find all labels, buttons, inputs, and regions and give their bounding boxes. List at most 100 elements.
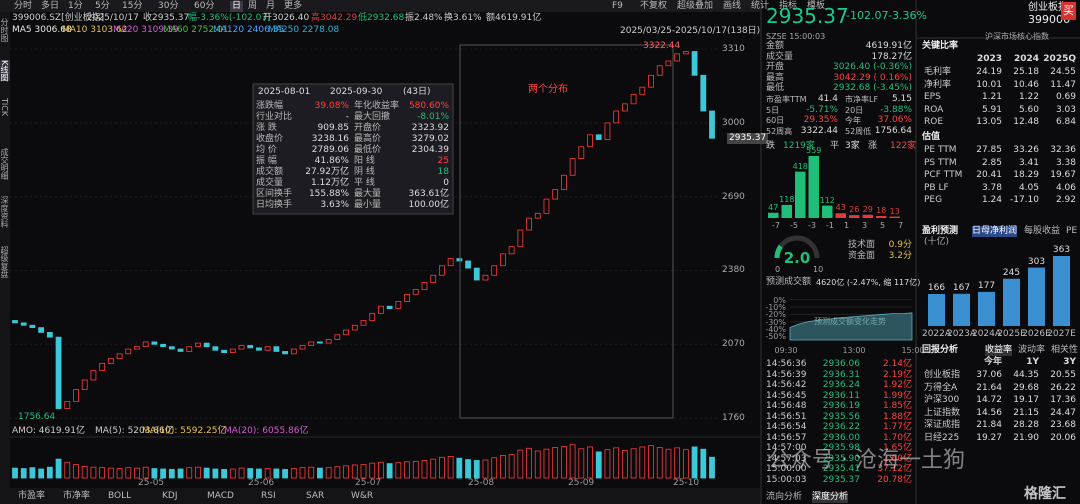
row-label: PE TTM <box>924 145 957 155</box>
candle <box>264 346 271 351</box>
toolbar-item[interactable]: 5分 <box>95 1 110 11</box>
candle <box>282 351 288 355</box>
indicator-tab[interactable]: SAR <box>306 491 325 501</box>
volume-bar <box>604 449 611 479</box>
candle <box>578 146 585 160</box>
row-label: 创业板指 <box>924 370 961 380</box>
toolbar-item[interactable]: 超级叠加 <box>677 1 714 11</box>
candle <box>613 110 620 124</box>
volume-bar <box>709 456 715 479</box>
cell: 33.26 <box>1013 145 1039 155</box>
indicator-tab[interactable]: KDJ <box>162 491 178 501</box>
profit-tab[interactable]: 每股收益 <box>1024 226 1061 236</box>
indicator-tab[interactable]: W&R <box>351 491 374 501</box>
date-label: 25-05 <box>138 478 165 488</box>
sidebar-tab[interactable]: 超级复盘 <box>0 246 9 278</box>
trade-time: 14:57:03 <box>766 453 807 464</box>
row-label: 上证指数 <box>924 407 961 418</box>
toolbar-item[interactable]: 30分 <box>158 1 179 11</box>
volume-bar <box>560 446 567 479</box>
profit-tab[interactable]: PE <box>1066 226 1078 236</box>
trade-price: 2935.37 <box>822 474 860 485</box>
bar-value: 177 <box>977 280 996 291</box>
volume-bar <box>499 455 506 479</box>
indicator-tab[interactable]: 市盈率 <box>18 491 46 501</box>
toolbar-item[interactable]: 模板 <box>807 1 826 11</box>
toolbar-item[interactable]: 60分 <box>194 1 215 11</box>
amo-item: MA(10): 5592.25亿 <box>142 426 227 436</box>
quote-value: 37.06% <box>877 115 912 125</box>
profit-tab[interactable]: 日母净利润 <box>972 226 1018 237</box>
cell: 5.91 <box>981 104 1002 115</box>
toolbar-item[interactable]: 分时 <box>14 1 33 11</box>
table-header: 1Y <box>1026 357 1039 367</box>
toolbar-item[interactable]: 15分 <box>122 1 143 11</box>
cell: -17.10 <box>1009 195 1039 205</box>
info-item: 幅-3.36%(-102.07) <box>188 13 271 23</box>
cell: 21.15 <box>1013 407 1039 418</box>
info-item: 低2932.68 <box>358 13 405 23</box>
candle <box>195 342 201 348</box>
volume-bar <box>238 467 245 479</box>
panel-tab[interactable]: 流向分析 <box>766 492 803 502</box>
toolbar-item[interactable]: 更多 <box>284 1 303 11</box>
candle <box>212 346 219 351</box>
indicator-tab[interactable]: 市净率 <box>63 491 91 501</box>
ma-value: MA20 3109.39 <box>113 25 179 35</box>
tooltip-value: 39.08% <box>314 101 349 111</box>
row-label: 深证成指 <box>924 420 961 430</box>
bar-value: 166 <box>927 282 946 293</box>
tooltip-date: 2025-08-01 <box>258 87 311 97</box>
toolbar-item[interactable]: 画线 <box>723 1 742 11</box>
change: -102.07 <box>846 9 889 22</box>
toolbar-item[interactable]: 多日 <box>41 1 60 11</box>
returns-tab[interactable]: 波动率 <box>1018 345 1046 355</box>
volume-bar <box>447 455 454 479</box>
tooltip-value: 1.12万亿 <box>310 178 349 188</box>
time-label: 09:30 <box>774 346 798 355</box>
toolbar-item[interactable]: 统计 <box>751 1 770 11</box>
tooltip-key: 最大回撤 <box>354 112 391 122</box>
sidebar-tab[interactable]: 成交明细 <box>0 148 9 180</box>
date-label: 25-07 <box>355 478 382 488</box>
watermark: 公众号 · 沧海一土狗 <box>768 448 965 473</box>
panel-tab[interactable]: 深度分析 <box>812 492 849 503</box>
volume-bar <box>247 468 254 479</box>
ma-value: MA5 3006.68 <box>12 25 72 35</box>
indicator-tab[interactable]: RSI <box>261 491 276 501</box>
dist-value: 112 <box>819 195 835 205</box>
sidebar-tab[interactable]: 深度资料 <box>0 196 9 228</box>
dist-tick: 1 <box>844 221 850 230</box>
sidebar-tab[interactable]: TICK <box>0 98 9 117</box>
toolbar-item[interactable]: F9 <box>612 1 623 11</box>
candle <box>552 189 559 200</box>
volume-bar <box>569 444 576 479</box>
indicator-tab[interactable]: BOLL <box>108 491 132 501</box>
toolbar-item[interactable]: 指标 <box>779 1 798 11</box>
trade-amount: 1.88亿 <box>882 411 912 422</box>
returns-tab[interactable]: 相关性 <box>1051 345 1079 355</box>
indicator-tab[interactable]: MACD <box>207 491 234 501</box>
toolbar-item[interactable]: 不复权 <box>640 1 668 11</box>
toolbar-item[interactable]: 周 <box>248 1 258 11</box>
candle <box>29 324 36 329</box>
forecast-tick: -40% <box>765 325 786 334</box>
volume-bar <box>151 468 158 479</box>
bar-value: 363 <box>1052 245 1071 255</box>
tooltip-value: 41.86% <box>314 156 349 166</box>
candle <box>134 346 140 350</box>
candle <box>64 401 71 409</box>
toolbar-item[interactable]: 1分 <box>68 1 83 11</box>
volume-bar <box>691 446 698 479</box>
returns-tab[interactable]: 收益率 <box>985 345 1013 356</box>
toolbar-item[interactable]: 日 <box>230 1 244 12</box>
candle <box>177 348 184 352</box>
sidebar-tab[interactable]: K线图 <box>0 60 10 82</box>
trade-amount: 1.85亿 <box>882 401 912 411</box>
profit-bar <box>1003 278 1020 326</box>
sidebar-tab[interactable]: 分时图 <box>0 18 9 42</box>
buy-button[interactable]: 买 <box>1061 2 1076 20</box>
candle <box>46 331 53 338</box>
toolbar-item[interactable]: 月 <box>266 1 276 11</box>
tooltip-value: 363.61亿 <box>408 189 450 199</box>
